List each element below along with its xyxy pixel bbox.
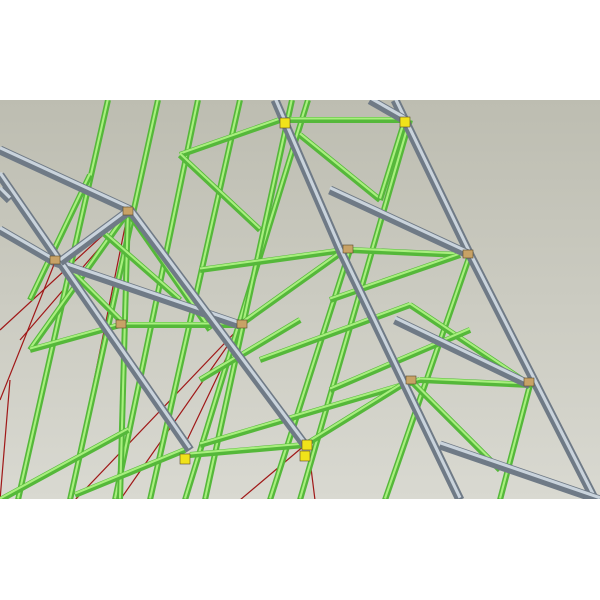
steel-chord-3-highlight xyxy=(128,206,307,444)
brace-member-15-highlight xyxy=(179,152,261,230)
steel-chord-4-highlight xyxy=(0,171,62,261)
brace-member-33-highlight xyxy=(299,132,381,200)
brace-member-33 xyxy=(298,132,382,203)
steel-chord-9-highlight xyxy=(468,252,597,499)
cable-4 xyxy=(75,324,243,499)
steel-chord-5-highlight xyxy=(58,258,192,449)
brace-member-17-highlight xyxy=(349,247,461,255)
brace-member-36-highlight xyxy=(199,317,301,380)
3d-viewport[interactable] xyxy=(0,100,600,499)
brace-member-35-highlight xyxy=(0,427,129,499)
steel-chord-0 xyxy=(0,145,132,215)
brace-member-14-highlight xyxy=(179,117,281,155)
top-white-band xyxy=(0,0,600,100)
brace-member-22-highlight xyxy=(329,327,471,390)
brace-member-23-highlight xyxy=(199,377,421,445)
steel-chord-7-highlight xyxy=(338,247,462,499)
node-plate-0 xyxy=(122,206,134,216)
brace-member-19 xyxy=(238,247,347,328)
node-plate-4 xyxy=(342,244,354,254)
steel-chord-10-highlight xyxy=(329,186,471,255)
brace-member-28-highlight xyxy=(189,442,306,455)
brace-member-5-highlight xyxy=(203,100,293,499)
steel-chord-13-highlight xyxy=(439,441,600,499)
brace-member-23 xyxy=(199,377,421,448)
brace-member-9-highlight xyxy=(268,248,352,499)
steel-chord-15-highlight xyxy=(0,186,12,199)
truss-scene xyxy=(0,100,600,499)
brace-member-1-highlight xyxy=(68,100,159,499)
steel-chord-13 xyxy=(438,440,600,499)
brace-member-24-highlight xyxy=(419,377,531,385)
brace-member-25 xyxy=(407,377,503,473)
node-plate-2 xyxy=(115,319,127,329)
brace-member-18 xyxy=(329,252,461,303)
brace-member-37-highlight xyxy=(74,447,186,495)
brace-member-28 xyxy=(189,442,306,458)
brace-member-17 xyxy=(349,247,461,258)
brace-member-25-highlight xyxy=(409,377,501,470)
steel-chord-12-highlight xyxy=(394,316,531,385)
bottom-white-band xyxy=(0,499,600,600)
node-plate-7 xyxy=(523,377,535,387)
brace-member-35 xyxy=(0,427,130,499)
brace-layer xyxy=(0,100,533,499)
brace-member-20-highlight xyxy=(259,302,411,360)
brace-member-8-highlight xyxy=(498,383,532,499)
brace-member-16-highlight xyxy=(199,247,346,270)
brace-member-29 xyxy=(303,377,412,448)
steel-chord-0-highlight xyxy=(0,146,131,210)
brace-member-24 xyxy=(419,377,531,388)
brace-member-34-highlight xyxy=(378,118,407,199)
node-plate-3 xyxy=(236,319,248,329)
steel-chord-1 xyxy=(0,226,58,266)
connector-0 xyxy=(279,117,291,129)
brace-member-11-highlight xyxy=(29,173,91,299)
steel-chord-14 xyxy=(57,206,133,266)
brace-member-36 xyxy=(198,317,302,383)
connector-2 xyxy=(179,453,191,465)
brace-member-14 xyxy=(179,117,281,158)
steel-chord-12 xyxy=(393,315,532,390)
steel-chord-1-highlight xyxy=(0,226,56,262)
steel-chord-11 xyxy=(367,100,408,124)
brace-member-7-highlight xyxy=(384,253,471,499)
steel-chord-10 xyxy=(328,185,472,260)
brace-member-20 xyxy=(258,302,412,363)
node-plate-1 xyxy=(49,255,61,265)
connector-4 xyxy=(301,439,313,451)
brace-member-31 xyxy=(98,227,182,303)
brace-member-29-highlight xyxy=(304,377,411,445)
connector-3 xyxy=(299,450,311,462)
steel-chord-11-highlight xyxy=(370,100,406,120)
node-layer xyxy=(49,116,535,465)
brace-member-18-highlight xyxy=(329,252,461,300)
node-plate-6 xyxy=(405,375,417,385)
steel-chord-15 xyxy=(0,186,14,204)
connector-1 xyxy=(399,116,411,128)
brace-member-21-highlight xyxy=(409,302,531,385)
brace-member-15 xyxy=(177,152,263,233)
brace-member-31-highlight xyxy=(99,227,181,300)
brace-member-16 xyxy=(199,247,346,273)
brace-member-37 xyxy=(73,447,187,498)
cable-8 xyxy=(240,444,306,499)
brace-member-19-highlight xyxy=(239,247,346,325)
steel-chord-14-highlight xyxy=(59,206,131,262)
node-plate-5 xyxy=(462,249,474,259)
cable-10 xyxy=(0,379,11,499)
